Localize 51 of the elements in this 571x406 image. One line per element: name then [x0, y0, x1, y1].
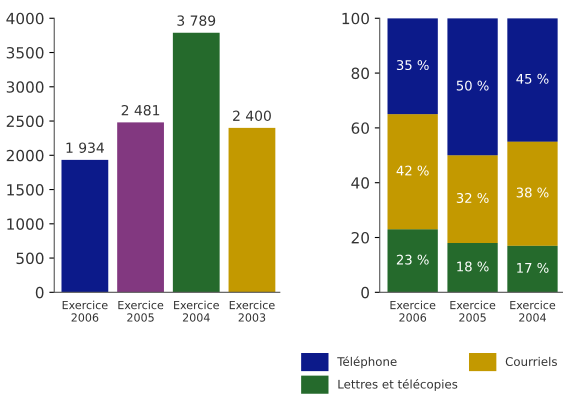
bar — [172, 32, 220, 292]
data-label: 42 % — [396, 166, 429, 176]
x-tick-label: Exercice 2005 — [118, 300, 164, 322]
x-tick-label: Exercice 2004 — [510, 300, 556, 322]
x-tick-label: Exercice 2004 — [174, 300, 219, 322]
legend-label: Courriels — [506, 356, 557, 366]
y-tick-label: 100 — [342, 12, 369, 24]
data-label: 18 % — [457, 262, 489, 272]
y-tick-label: 60 — [352, 122, 369, 134]
y-tick-label: 500 — [16, 252, 44, 264]
legend-label: Téléphone — [337, 356, 397, 368]
y-tick-label: 0 — [36, 286, 44, 298]
y-tick-label: 4000 — [6, 12, 44, 24]
bar — [507, 246, 558, 292]
data-label: 3 789 — [177, 15, 216, 26]
y-tick-label: 1500 — [7, 184, 44, 196]
bar — [228, 128, 276, 292]
x-tick-label: Exercice 2006 — [390, 300, 436, 322]
y-tick-label: 2500 — [6, 116, 44, 128]
data-label: 17 % — [517, 262, 549, 273]
data-label: 35 % — [396, 60, 429, 70]
bar — [507, 142, 558, 246]
bar — [388, 18, 438, 114]
x-tick-label: Exercice 2005 — [450, 300, 496, 322]
data-label: 2 400 — [233, 110, 271, 122]
y-tick-label: 40 — [351, 177, 369, 189]
bar — [447, 155, 498, 243]
bar — [61, 160, 108, 292]
data-label: 1 934 — [66, 142, 104, 153]
bar — [117, 122, 164, 292]
bar — [447, 18, 498, 156]
y-tick-label: 0 — [361, 286, 369, 298]
y-tick-label: 1000 — [7, 218, 44, 230]
x-tick-label: Exercice 2003 — [230, 300, 275, 322]
data-label: 45 % — [516, 74, 549, 84]
data-label: 32 % — [456, 192, 489, 203]
data-label: 2 481 — [122, 104, 160, 116]
y-tick-label: 80 — [352, 68, 369, 80]
y-tick-label: 3000 — [6, 81, 44, 93]
bar — [507, 18, 558, 142]
bar — [388, 229, 438, 292]
y-tick-label: 2000 — [6, 150, 44, 162]
y-tick-label: 3500 — [6, 46, 44, 59]
data-label: 38 % — [516, 188, 549, 198]
bar — [388, 114, 438, 230]
bar — [447, 242, 498, 292]
data-label: 23 % — [396, 254, 429, 265]
y-tick-label: 20 — [352, 232, 369, 244]
x-tick-label: Exercice 2006 — [62, 300, 108, 322]
data-label: 50 % — [456, 80, 489, 91]
legend-label: Lettres et télécopies — [338, 379, 458, 391]
